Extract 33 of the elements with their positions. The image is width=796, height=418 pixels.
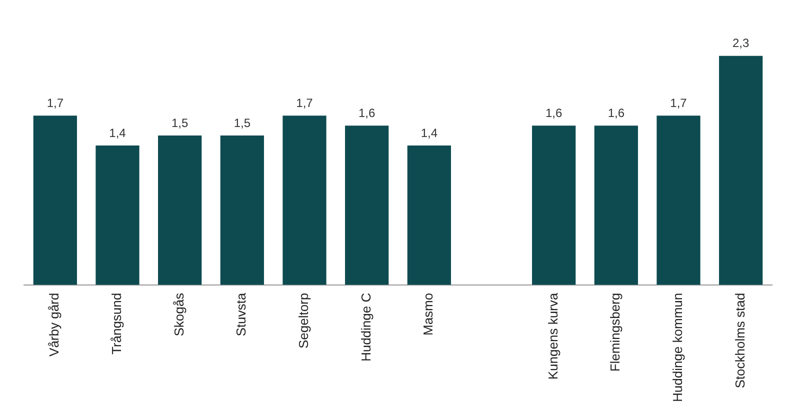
data-label: 1,6 [545,106,562,120]
data-label: 1,7 [296,96,314,110]
data-label: 1,6 [358,106,376,120]
bar [656,116,700,285]
x-tick-label: Skogås [171,292,186,336]
bar [158,136,202,285]
bar [33,116,77,285]
x-tick-label: Huddinge C [358,292,374,362]
data-label: 1,5 [171,116,188,130]
bar [345,126,389,285]
data-label: 1,4 [109,126,126,140]
data-label: 1,4 [420,126,438,140]
bar [220,136,264,285]
x-tick-label: Vårby gård [46,292,62,356]
x-tick-label: Stuvsta [234,292,249,336]
bar [594,126,638,285]
data-label: 1,7 [46,96,64,110]
data-label: 1,5 [234,116,251,130]
x-tick-label: Trångsund [109,292,124,355]
data-label: 2,3 [732,36,750,50]
bar [407,146,451,285]
bar [719,56,763,285]
x-tick-label: Kungens kurva [545,292,560,380]
bar [282,116,326,285]
data-label: 1,6 [608,106,625,120]
data-label: 1,7 [670,96,688,110]
bar [96,146,140,285]
x-tick-label: Flemingsberg [608,292,623,372]
x-tick-label: Huddinge kommun [670,292,686,402]
x-tick-label: Stockholms stad [732,292,748,388]
bar [532,126,576,285]
x-tick-label: Segeltorp [296,292,312,349]
x-tick-label: Masmo [420,292,436,336]
